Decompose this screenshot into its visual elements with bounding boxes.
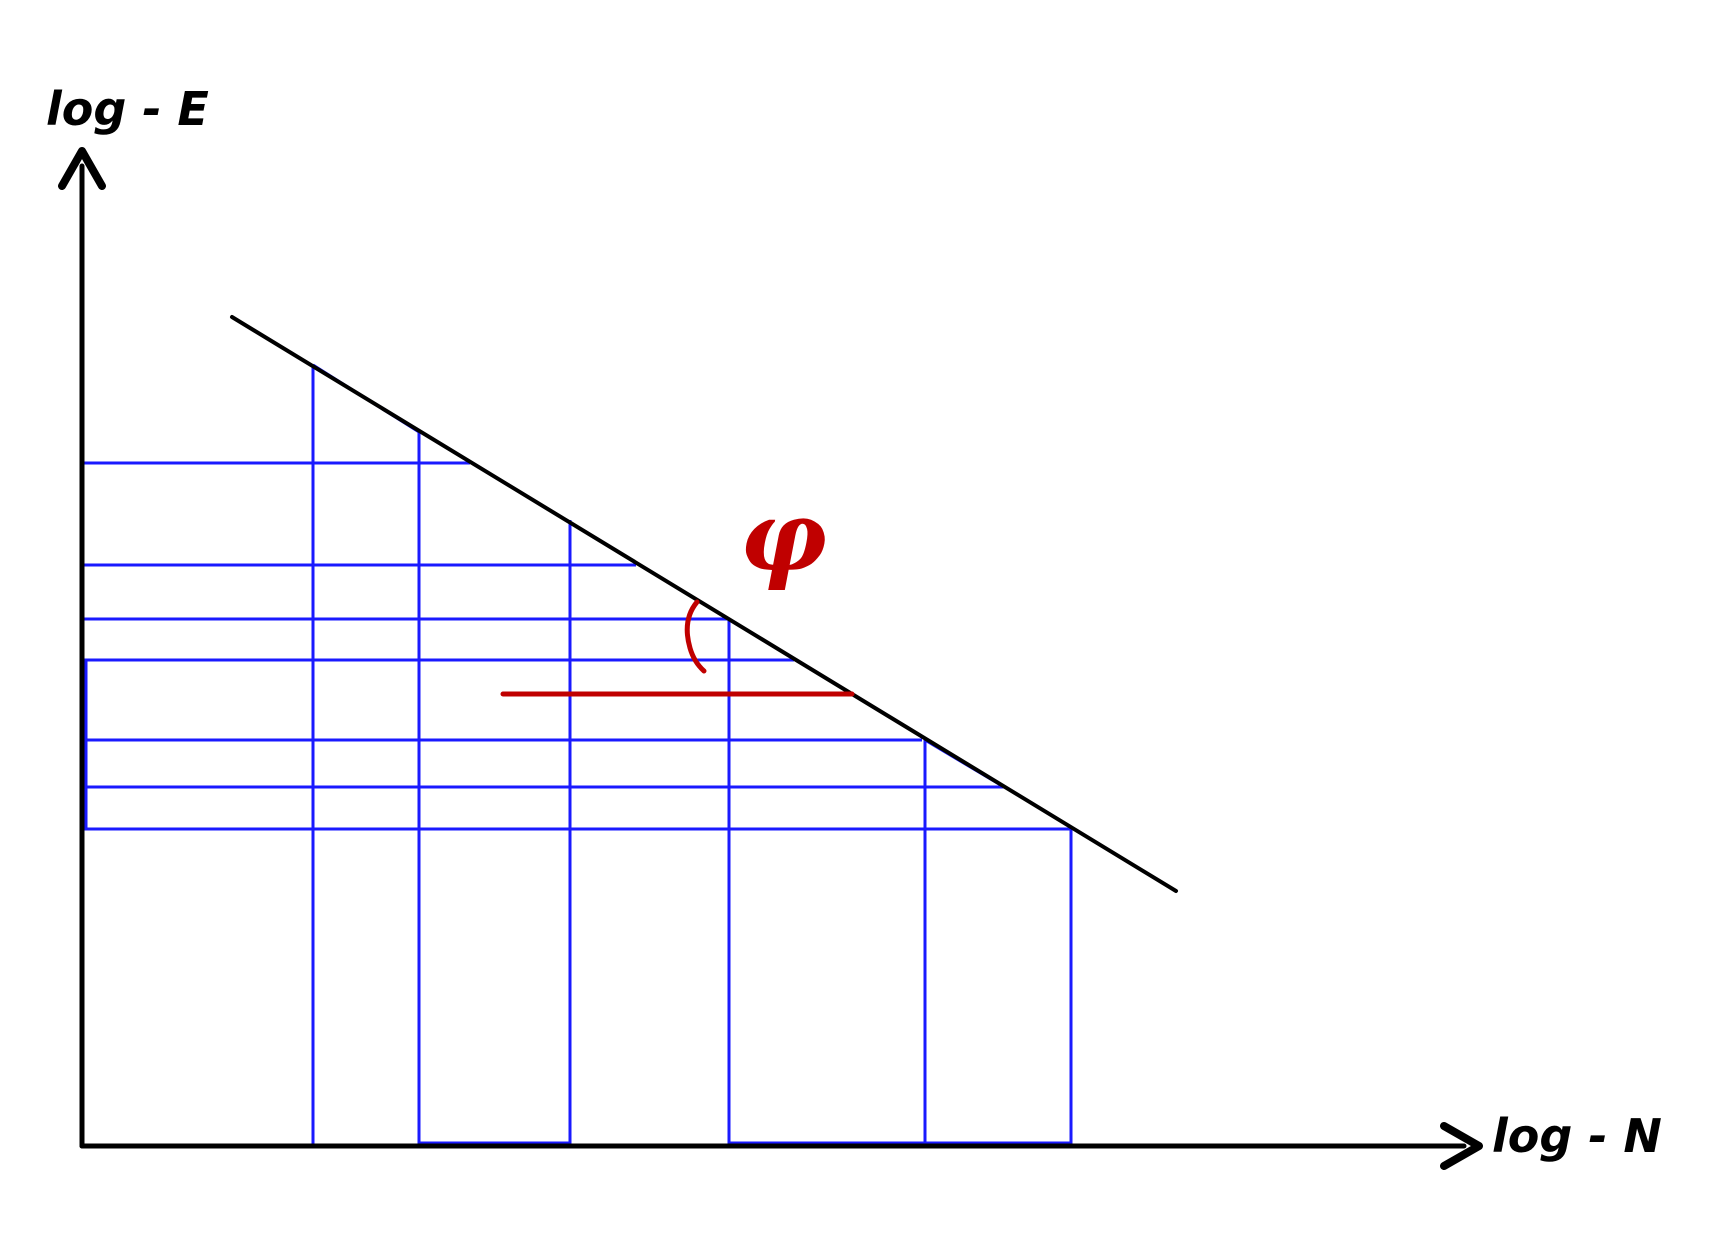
main-log-line xyxy=(230,315,1178,893)
x-axis-label: log - N xyxy=(1492,1109,1662,1163)
angle-arc xyxy=(684,599,707,674)
angle-marker xyxy=(500,599,855,697)
vertical-construction-lines xyxy=(311,363,1073,1145)
angle-label: φ xyxy=(740,480,827,593)
horizontal-construction-lines xyxy=(82,461,1072,831)
y-axis-label: log - E xyxy=(46,82,209,136)
axes xyxy=(58,147,1483,1170)
